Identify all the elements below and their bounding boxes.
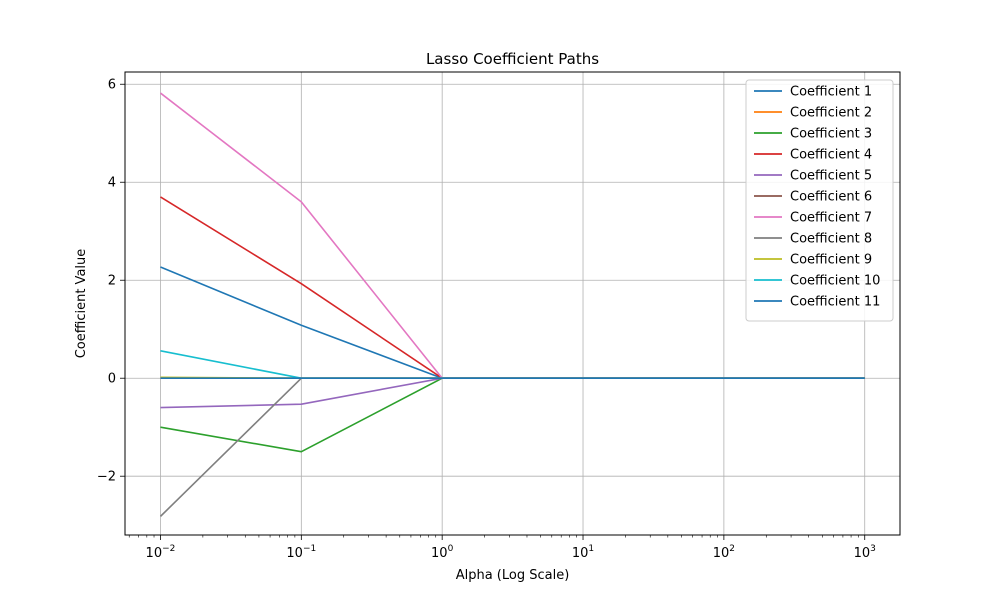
legend-label: Coefficient 2 bbox=[790, 106, 872, 121]
legend-label: Coefficient 5 bbox=[790, 169, 872, 184]
x-tick-label: 103 bbox=[854, 544, 876, 561]
x-axis-label: Alpha (Log Scale) bbox=[456, 568, 570, 583]
series-lines bbox=[159, 92, 865, 517]
chart-title: Lasso Coefficient Paths bbox=[426, 50, 599, 68]
legend-label: Coefficient 9 bbox=[790, 253, 872, 268]
legend-label: Coefficient 1 bbox=[790, 85, 872, 100]
legend-label: Coefficient 8 bbox=[790, 232, 872, 247]
axis-ticks: 10−2 10−1 100 101 102 103 −2 0 2 4 6 bbox=[97, 78, 876, 561]
legend-label: Coefficient 3 bbox=[790, 127, 872, 142]
x-tick-label: 100 bbox=[431, 544, 454, 561]
legend-box bbox=[745, 79, 894, 322]
legend-label: Coefficient 4 bbox=[790, 148, 872, 163]
legend: Coefficient 1 Coefficient 2 Coefficient 3 C… bbox=[745, 79, 894, 322]
x-tick-label: 10−2 bbox=[146, 544, 176, 561]
x-tick-label: 102 bbox=[713, 544, 735, 561]
y-tick-label: 4 bbox=[108, 176, 116, 191]
y-axis-label: Coefficient Value bbox=[74, 249, 89, 359]
x-tick-label: 10−1 bbox=[286, 544, 316, 561]
legend-label: Coefficient 6 bbox=[790, 190, 872, 205]
x-tick-label: 101 bbox=[572, 544, 594, 561]
plot-area-frame bbox=[124, 71, 901, 536]
y-tick-label: −2 bbox=[97, 470, 116, 485]
y-tick-label: 0 bbox=[108, 372, 116, 387]
legend-label: Coefficient 11 bbox=[790, 295, 880, 310]
y-tick-label: 6 bbox=[108, 78, 116, 93]
y-tick-label: 2 bbox=[108, 274, 116, 289]
legend-label: Coefficient 10 bbox=[790, 274, 880, 289]
legend-label: Coefficient 7 bbox=[790, 211, 872, 226]
